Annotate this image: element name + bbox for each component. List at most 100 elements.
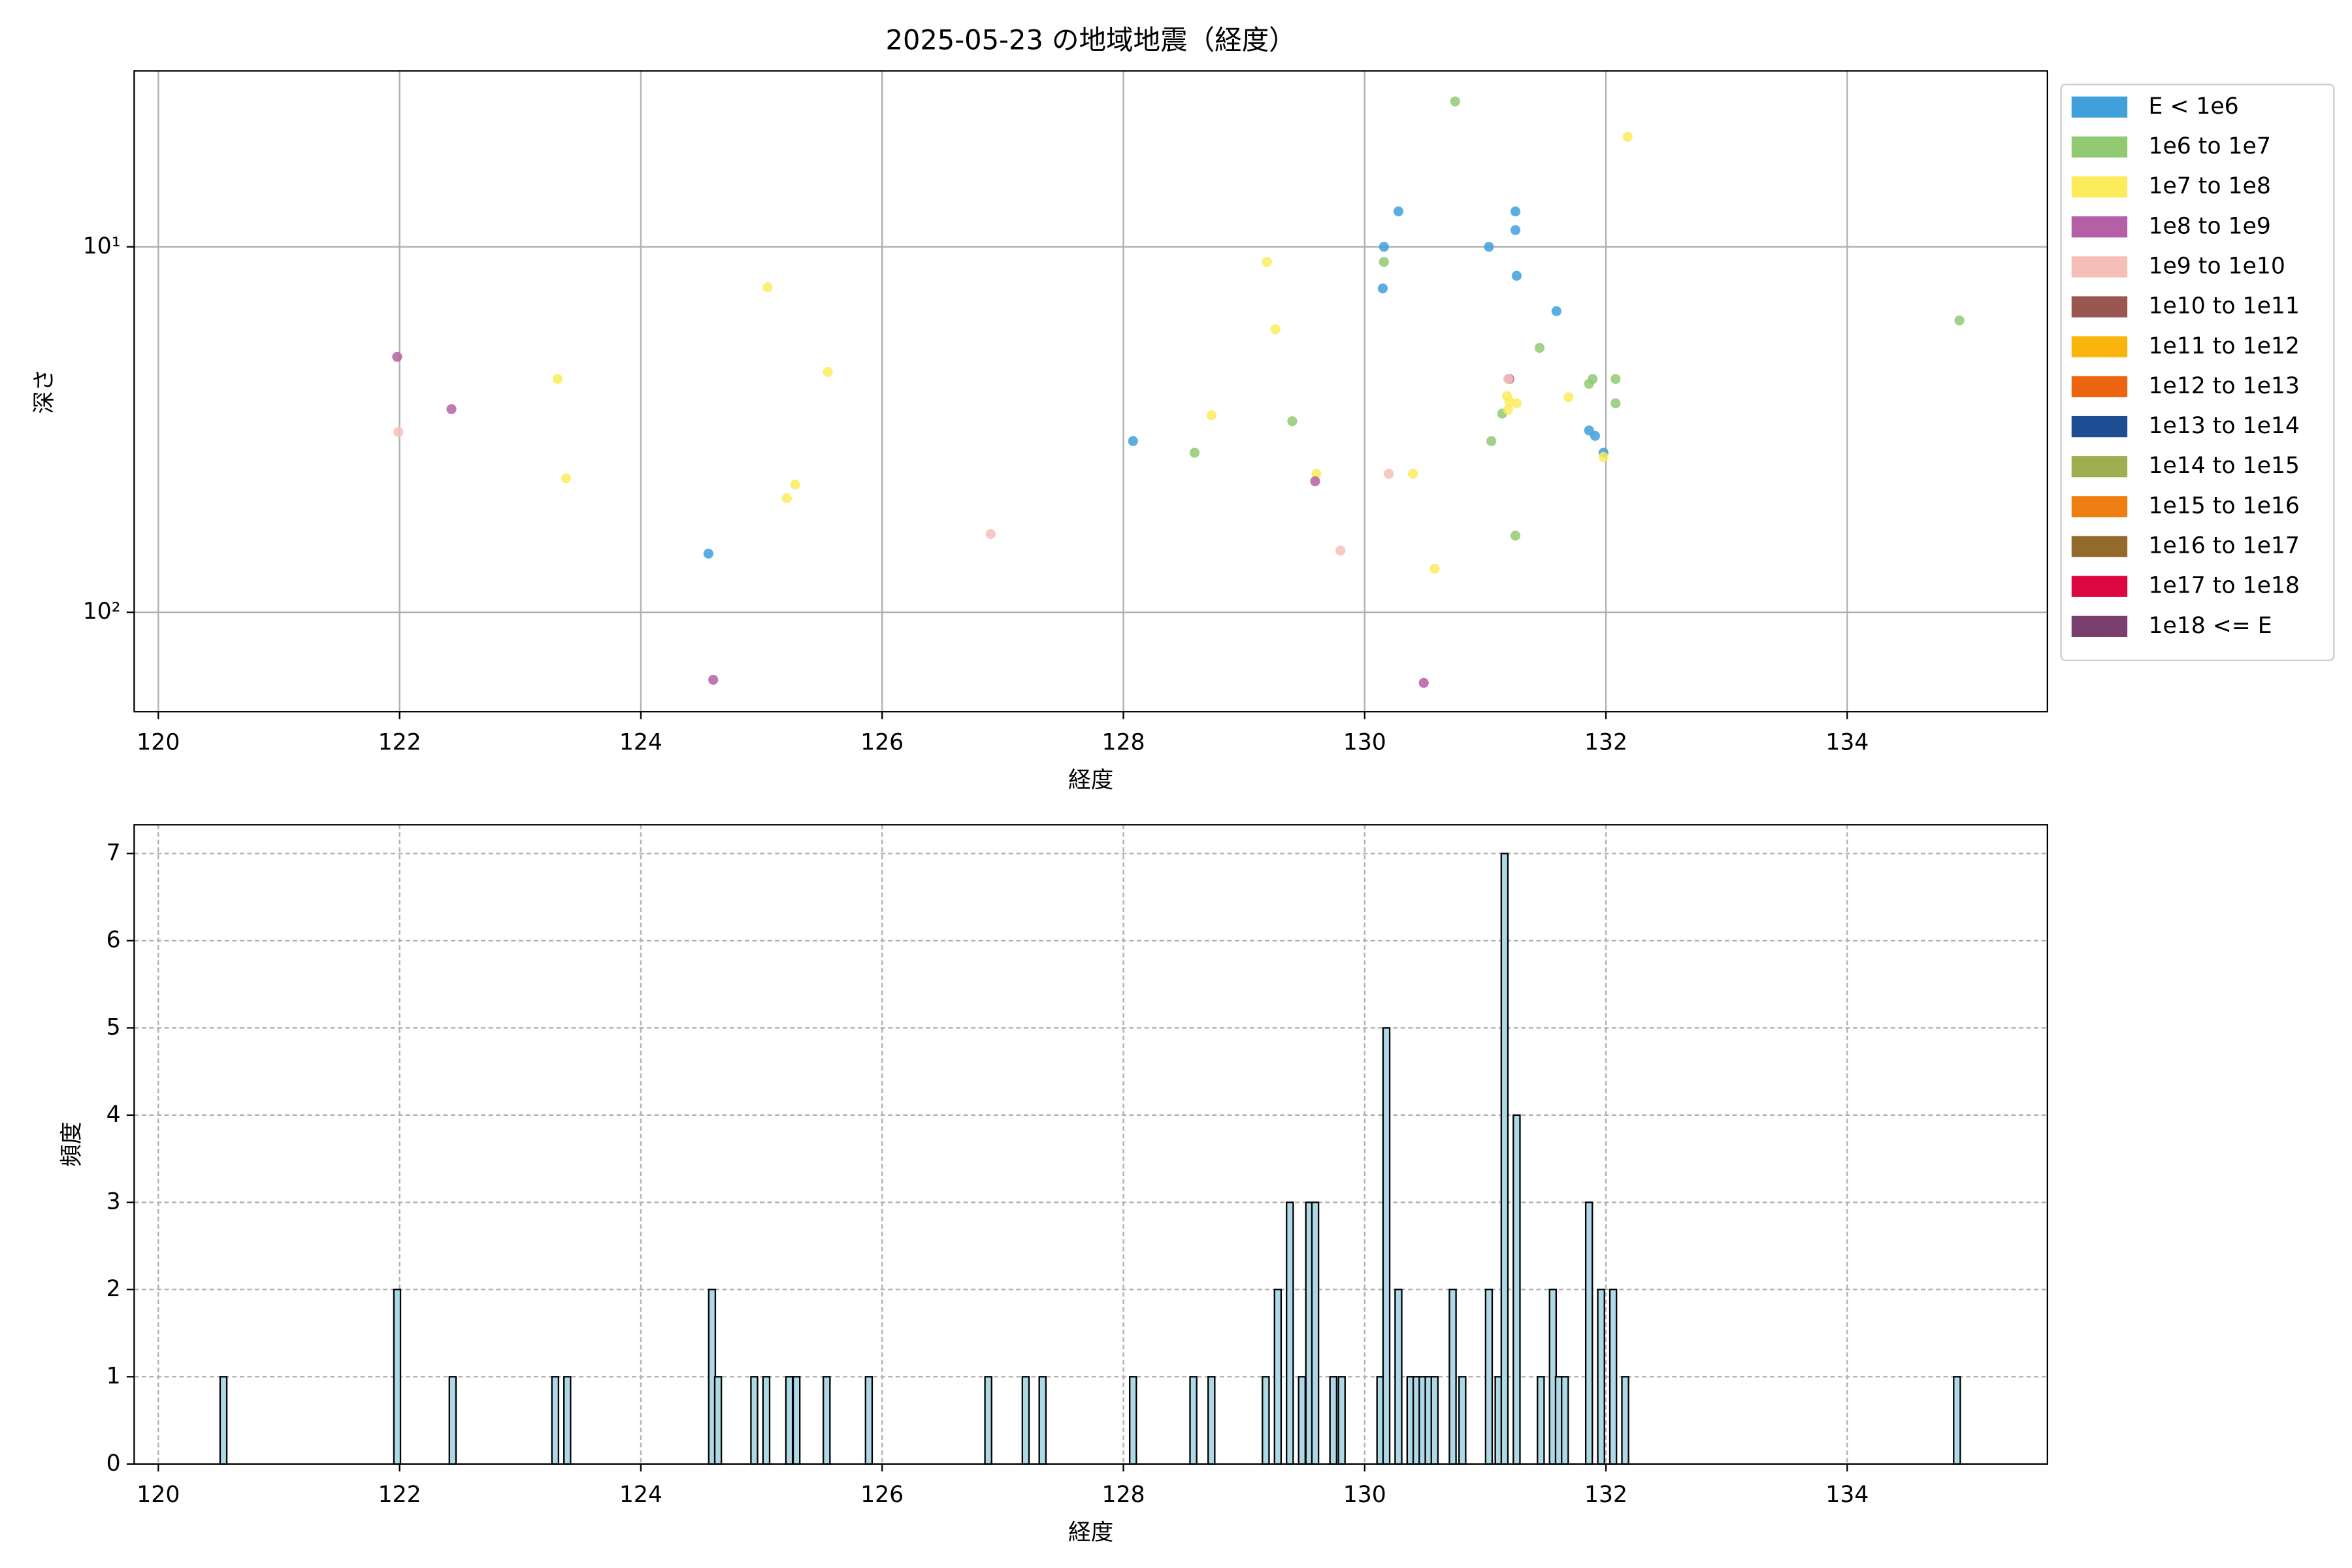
y-tick-label: 0 — [106, 1450, 121, 1477]
x-tick-label: 134 — [1825, 1482, 1869, 1508]
bar — [563, 1376, 572, 1465]
bar — [1189, 1376, 1198, 1465]
legend-swatch — [2071, 136, 2128, 158]
x-tick-label: 130 — [1343, 1482, 1386, 1508]
scatter-point — [1511, 270, 1522, 281]
bar — [864, 1376, 874, 1465]
scatter-point — [781, 493, 792, 503]
y-tick-label: 5 — [106, 1014, 121, 1040]
x-tick-label: 132 — [1584, 1482, 1627, 1508]
scatter-point — [1510, 206, 1521, 217]
bar — [1382, 1027, 1391, 1465]
y-tick-label: 2 — [106, 1276, 121, 1302]
scatter-point — [1551, 306, 1561, 316]
scatter-point — [1563, 392, 1574, 402]
legend-swatch — [2071, 296, 2128, 318]
y-tick-label: 6 — [106, 927, 121, 953]
scatter-point — [1262, 257, 1272, 267]
scatter-point — [790, 479, 800, 490]
scatter-point — [1379, 242, 1389, 252]
x-tick-label: 124 — [619, 730, 662, 756]
scatter-point — [1311, 468, 1322, 479]
y-tick-label: 3 — [106, 1188, 121, 1215]
x-tick-label: 124 — [619, 1482, 662, 1508]
x-tick-label: 128 — [1102, 1482, 1145, 1508]
scatter-point — [1588, 374, 1598, 384]
bar — [762, 1376, 771, 1465]
legend-label: 1e11 to 1e12 — [2148, 333, 2299, 359]
scatter-point — [1393, 206, 1404, 217]
scatter-point — [1484, 242, 1494, 252]
legend-label: 1e6 to 1e7 — [2148, 133, 2270, 159]
scatter-point — [1206, 410, 1217, 421]
y-tick-label: 1 — [106, 1363, 121, 1389]
y-axis-label: 深さ — [31, 368, 57, 414]
axes-frame — [133, 824, 2048, 1465]
scatter-point — [552, 374, 563, 384]
scatter-point — [1503, 374, 1514, 384]
bar — [1448, 1288, 1457, 1465]
bar — [713, 1376, 723, 1465]
scatter-point — [1534, 342, 1545, 353]
chart-title: 2025-05-23 の地域地震（経度） — [886, 24, 1296, 56]
bar — [1273, 1288, 1282, 1465]
legend-swatch — [2071, 256, 2128, 278]
scatter-point — [1287, 416, 1298, 427]
legend-label: 1e12 to 1e13 — [2148, 373, 2299, 399]
x-tick-label: 120 — [137, 730, 180, 756]
bar — [1500, 853, 1509, 1465]
scatter-point — [1486, 436, 1497, 446]
scatter-point — [1510, 225, 1521, 235]
y-tick-label: 10² — [83, 598, 121, 625]
bar — [785, 1376, 794, 1465]
legend: E < 1e6 1e6 to 1e7 1e7 to 1e8 1e8 to 1e9 1e9… — [2060, 84, 2335, 661]
bar — [1512, 1114, 1521, 1465]
legend-swatch — [2071, 216, 2128, 238]
scatter-point — [1377, 283, 1388, 294]
x-tick-label: 128 — [1102, 730, 1145, 756]
bar — [448, 1376, 457, 1465]
x-tick-label: 130 — [1343, 730, 1386, 756]
scatter-point — [1622, 131, 1633, 142]
legend-swatch — [2071, 576, 2128, 597]
scatter-point — [1429, 563, 1440, 574]
legend-label: 1e18 <= E — [2148, 613, 2272, 639]
x-tick-label: 122 — [378, 1482, 421, 1508]
bar — [1621, 1376, 1629, 1465]
bar — [1430, 1376, 1439, 1465]
scatter-point — [1450, 96, 1460, 106]
scatter-point — [1128, 436, 1138, 446]
scatter-point — [446, 404, 457, 414]
bar — [984, 1376, 992, 1465]
bar — [1337, 1376, 1346, 1465]
legend-swatch — [2071, 615, 2128, 637]
bar — [1207, 1376, 1216, 1465]
bar — [1298, 1376, 1306, 1465]
scatter-point — [762, 282, 773, 293]
legend-label: 1e10 to 1e11 — [2148, 293, 2299, 319]
legend-swatch — [2071, 376, 2128, 398]
legend-frame — [2060, 84, 2335, 661]
scatter-point — [1310, 476, 1320, 487]
bar — [219, 1376, 228, 1465]
bar — [1262, 1376, 1270, 1465]
scatter-point — [823, 367, 833, 377]
bar — [792, 1376, 801, 1465]
bar — [750, 1376, 759, 1465]
scatter-point — [1335, 546, 1346, 556]
y-tick-label: 4 — [106, 1102, 121, 1128]
y-tick-label: 7 — [106, 840, 121, 866]
legend-label: 1e16 to 1e17 — [2148, 533, 2299, 559]
scatter-point — [1379, 257, 1389, 267]
bar — [1597, 1288, 1605, 1465]
legend-swatch — [2071, 536, 2128, 557]
bar — [1394, 1288, 1403, 1465]
bar — [823, 1376, 831, 1465]
scatter-point — [1384, 468, 1394, 479]
legend-label: 1e13 to 1e14 — [2148, 413, 2299, 439]
scatter-point — [1189, 448, 1200, 458]
scatter-point — [1270, 324, 1281, 335]
y-tick-label: 10¹ — [83, 233, 121, 259]
legend-swatch — [2071, 96, 2128, 118]
